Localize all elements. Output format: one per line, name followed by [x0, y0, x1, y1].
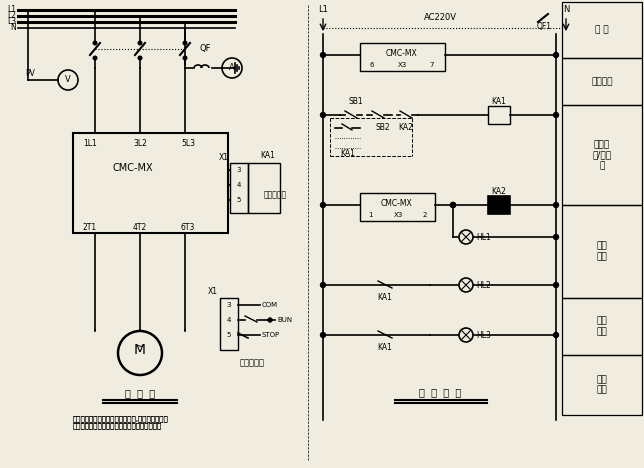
Text: HL1: HL1	[476, 233, 491, 241]
Text: 停止
指示: 停止 指示	[596, 375, 607, 395]
Text: 2: 2	[423, 212, 427, 218]
Text: 5: 5	[227, 332, 231, 338]
Text: KA1: KA1	[491, 96, 506, 105]
Text: 1L1: 1L1	[83, 139, 97, 147]
Circle shape	[321, 283, 325, 287]
Text: 单节点控制: 单节点控制	[263, 190, 287, 199]
Text: KA1: KA1	[377, 343, 392, 351]
Text: 1: 1	[368, 212, 372, 218]
Circle shape	[138, 56, 142, 60]
Text: X3: X3	[397, 62, 406, 68]
Bar	[73, 133, 228, 233]
Text: 5: 5	[237, 197, 242, 203]
Bar	[248, 163, 280, 213]
Bar	[562, 205, 642, 298]
Text: 6T3: 6T3	[181, 224, 195, 233]
Text: X1: X1	[208, 287, 218, 297]
Text: 5L3: 5L3	[181, 139, 195, 147]
Bar	[562, 298, 642, 355]
Text: 2T1: 2T1	[83, 224, 97, 233]
Text: 软起动
起/停控
制: 软起动 起/停控 制	[592, 140, 612, 170]
Bar	[562, 2, 642, 58]
Text: 微 断: 微 断	[595, 25, 609, 35]
Text: STOP: STOP	[262, 332, 280, 338]
Text: 6: 6	[370, 62, 374, 68]
Text: A: A	[229, 64, 235, 73]
Text: ~: ~	[135, 342, 145, 352]
Text: PV: PV	[25, 70, 35, 79]
Bar	[562, 58, 642, 105]
Text: 此控制回路图以出厂参数设置为准,如用户对继电器
的输出方式进行修改，需对此图做相应的调整。: 此控制回路图以出厂参数设置为准,如用户对继电器 的输出方式进行修改，需对此图做相…	[73, 415, 169, 429]
Text: CMC-MX: CMC-MX	[381, 198, 413, 207]
Bar	[562, 105, 642, 205]
Text: X3: X3	[393, 212, 402, 218]
Text: KA1: KA1	[261, 151, 276, 160]
Circle shape	[321, 112, 325, 117]
Bar	[360, 43, 445, 71]
Text: SB2: SB2	[376, 124, 391, 132]
Text: 7: 7	[430, 62, 434, 68]
Text: HL3: HL3	[476, 330, 491, 339]
Text: 3: 3	[227, 302, 231, 308]
Text: AC220V: AC220V	[424, 14, 457, 22]
Circle shape	[138, 41, 142, 45]
Text: 主  回  路: 主 回 路	[125, 388, 155, 398]
Bar	[488, 196, 510, 214]
Text: 3L2: 3L2	[133, 139, 147, 147]
Circle shape	[451, 203, 455, 207]
Text: 控制电源: 控制电源	[591, 77, 612, 86]
Text: CMC-MX: CMC-MX	[386, 49, 418, 58]
Circle shape	[93, 56, 97, 60]
Bar	[488, 106, 510, 124]
Bar	[562, 355, 642, 415]
Circle shape	[93, 41, 97, 45]
Text: KA1: KA1	[340, 148, 355, 158]
Bar	[220, 298, 238, 350]
Circle shape	[321, 52, 325, 58]
Bar	[360, 193, 435, 221]
Bar	[230, 163, 248, 213]
Text: KA2: KA2	[399, 124, 413, 132]
Text: 4T2: 4T2	[133, 224, 147, 233]
Text: L1: L1	[318, 6, 328, 15]
Circle shape	[553, 283, 558, 287]
Text: N: N	[563, 6, 569, 15]
Text: 运行
指示: 运行 指示	[596, 317, 607, 336]
Text: QF1: QF1	[536, 22, 551, 30]
Text: QF: QF	[200, 44, 211, 52]
Text: L3: L3	[7, 17, 16, 27]
Text: 双节点控制: 双节点控制	[240, 358, 265, 367]
Circle shape	[321, 332, 325, 337]
Circle shape	[553, 332, 558, 337]
Circle shape	[553, 112, 558, 117]
Text: 3: 3	[237, 167, 242, 173]
Circle shape	[268, 318, 272, 322]
Text: HL2: HL2	[476, 280, 491, 290]
Circle shape	[321, 203, 325, 207]
Text: 4: 4	[237, 182, 242, 188]
Text: V: V	[65, 75, 71, 85]
Text: L2: L2	[7, 12, 16, 21]
Text: 控  制  回  路: 控 制 回 路	[419, 387, 461, 397]
Text: COM: COM	[262, 302, 278, 308]
Text: 此控制回路图以出厂参数设置为准,如用户对继电器
的输出方式进行修改，需对此图做相应的调整。: 此控制回路图以出厂参数设置为准,如用户对继电器 的输出方式进行修改，需对此图做相…	[73, 415, 169, 429]
Text: 4: 4	[227, 317, 231, 323]
Circle shape	[183, 56, 187, 60]
Text: SB1: SB1	[349, 97, 364, 107]
Text: CMC-MX: CMC-MX	[113, 163, 153, 173]
Text: L1: L1	[7, 6, 16, 15]
Text: N: N	[10, 23, 16, 32]
Text: 故障
指示: 故障 指示	[596, 242, 607, 261]
Text: KA2: KA2	[491, 187, 506, 196]
Circle shape	[183, 41, 187, 45]
Circle shape	[553, 52, 558, 58]
Text: KA1: KA1	[377, 292, 392, 301]
Text: M: M	[134, 343, 146, 357]
Circle shape	[451, 203, 455, 207]
Circle shape	[553, 203, 558, 207]
Circle shape	[553, 234, 558, 240]
Text: X1: X1	[219, 153, 229, 161]
Text: BUN: BUN	[277, 317, 292, 323]
